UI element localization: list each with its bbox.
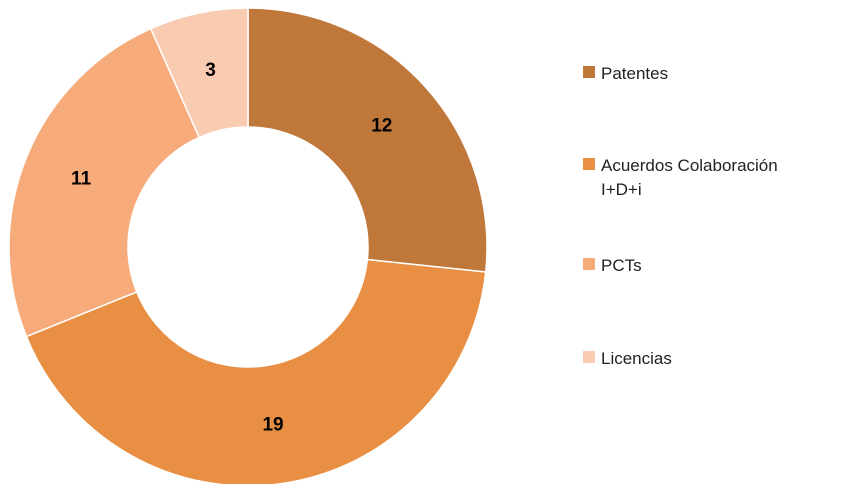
legend-item: Acuerdos Colaboración I+D+i xyxy=(583,154,811,202)
legend-swatch xyxy=(583,351,595,363)
legend-label: Patentes xyxy=(601,64,669,83)
legend-item: Patentes xyxy=(583,62,811,86)
donut-segment xyxy=(149,7,249,139)
chart: 12 19 11 3 xyxy=(8,7,488,484)
legend-swatch xyxy=(583,66,595,78)
data-label: 19 xyxy=(262,414,283,435)
legend-label: Acuerdos Colaboración I+D+i xyxy=(601,156,778,199)
legend-item: PCTs xyxy=(583,254,811,278)
legend-swatch xyxy=(583,158,595,170)
donut-segment xyxy=(247,7,488,273)
donut-segment xyxy=(8,27,201,338)
donut-segment xyxy=(25,258,487,484)
legend-swatch xyxy=(583,258,595,270)
legend-label: PCTs xyxy=(601,256,642,275)
data-label: 3 xyxy=(205,60,216,81)
data-label: 11 xyxy=(71,169,92,190)
data-label: 12 xyxy=(371,116,392,137)
legend-label: Licencias xyxy=(601,349,672,368)
legend-item: Licencias xyxy=(583,347,811,371)
